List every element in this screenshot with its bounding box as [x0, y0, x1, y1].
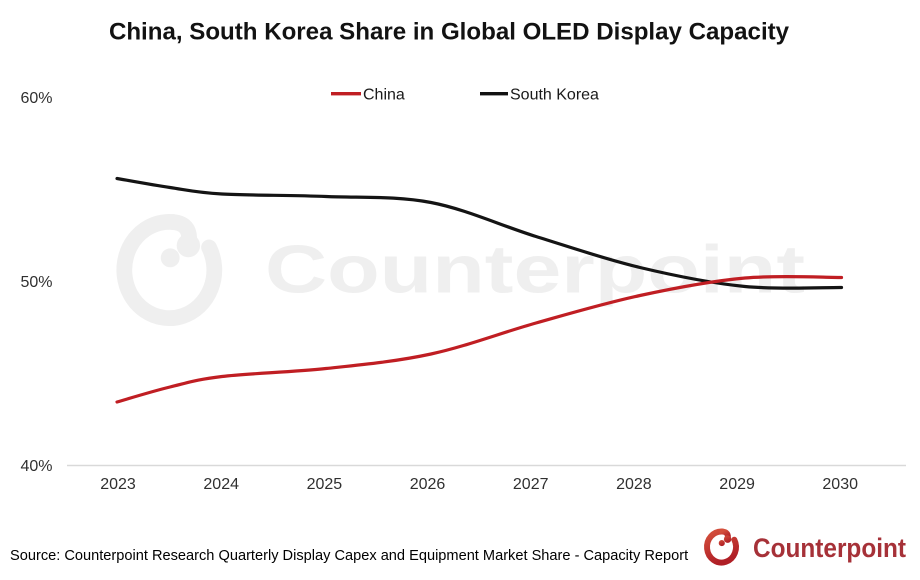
svg-text:2027: 2027	[513, 476, 549, 493]
svg-text:2026: 2026	[410, 476, 446, 493]
svg-text:2029: 2029	[719, 476, 755, 493]
svg-text:50%: 50%	[20, 274, 52, 291]
svg-text:2025: 2025	[307, 476, 343, 493]
svg-text:2028: 2028	[616, 476, 652, 493]
svg-text:Counterpoint: Counterpoint	[265, 232, 805, 308]
svg-text:China: China	[363, 87, 405, 104]
svg-text:60%: 60%	[20, 90, 52, 107]
svg-text:Counterpoint: Counterpoint	[753, 533, 906, 563]
svg-text:40%: 40%	[20, 458, 52, 475]
svg-text:China, South Korea Share in Gl: China, South Korea Share in Global OLED …	[109, 19, 790, 46]
svg-text:South Korea: South Korea	[510, 87, 599, 104]
svg-text:2023: 2023	[100, 476, 136, 493]
svg-text:Source: Counterpoint Research: Source: Counterpoint Research Quarterly …	[10, 548, 688, 564]
svg-text:2024: 2024	[203, 476, 239, 493]
svg-text:2030: 2030	[822, 476, 858, 493]
